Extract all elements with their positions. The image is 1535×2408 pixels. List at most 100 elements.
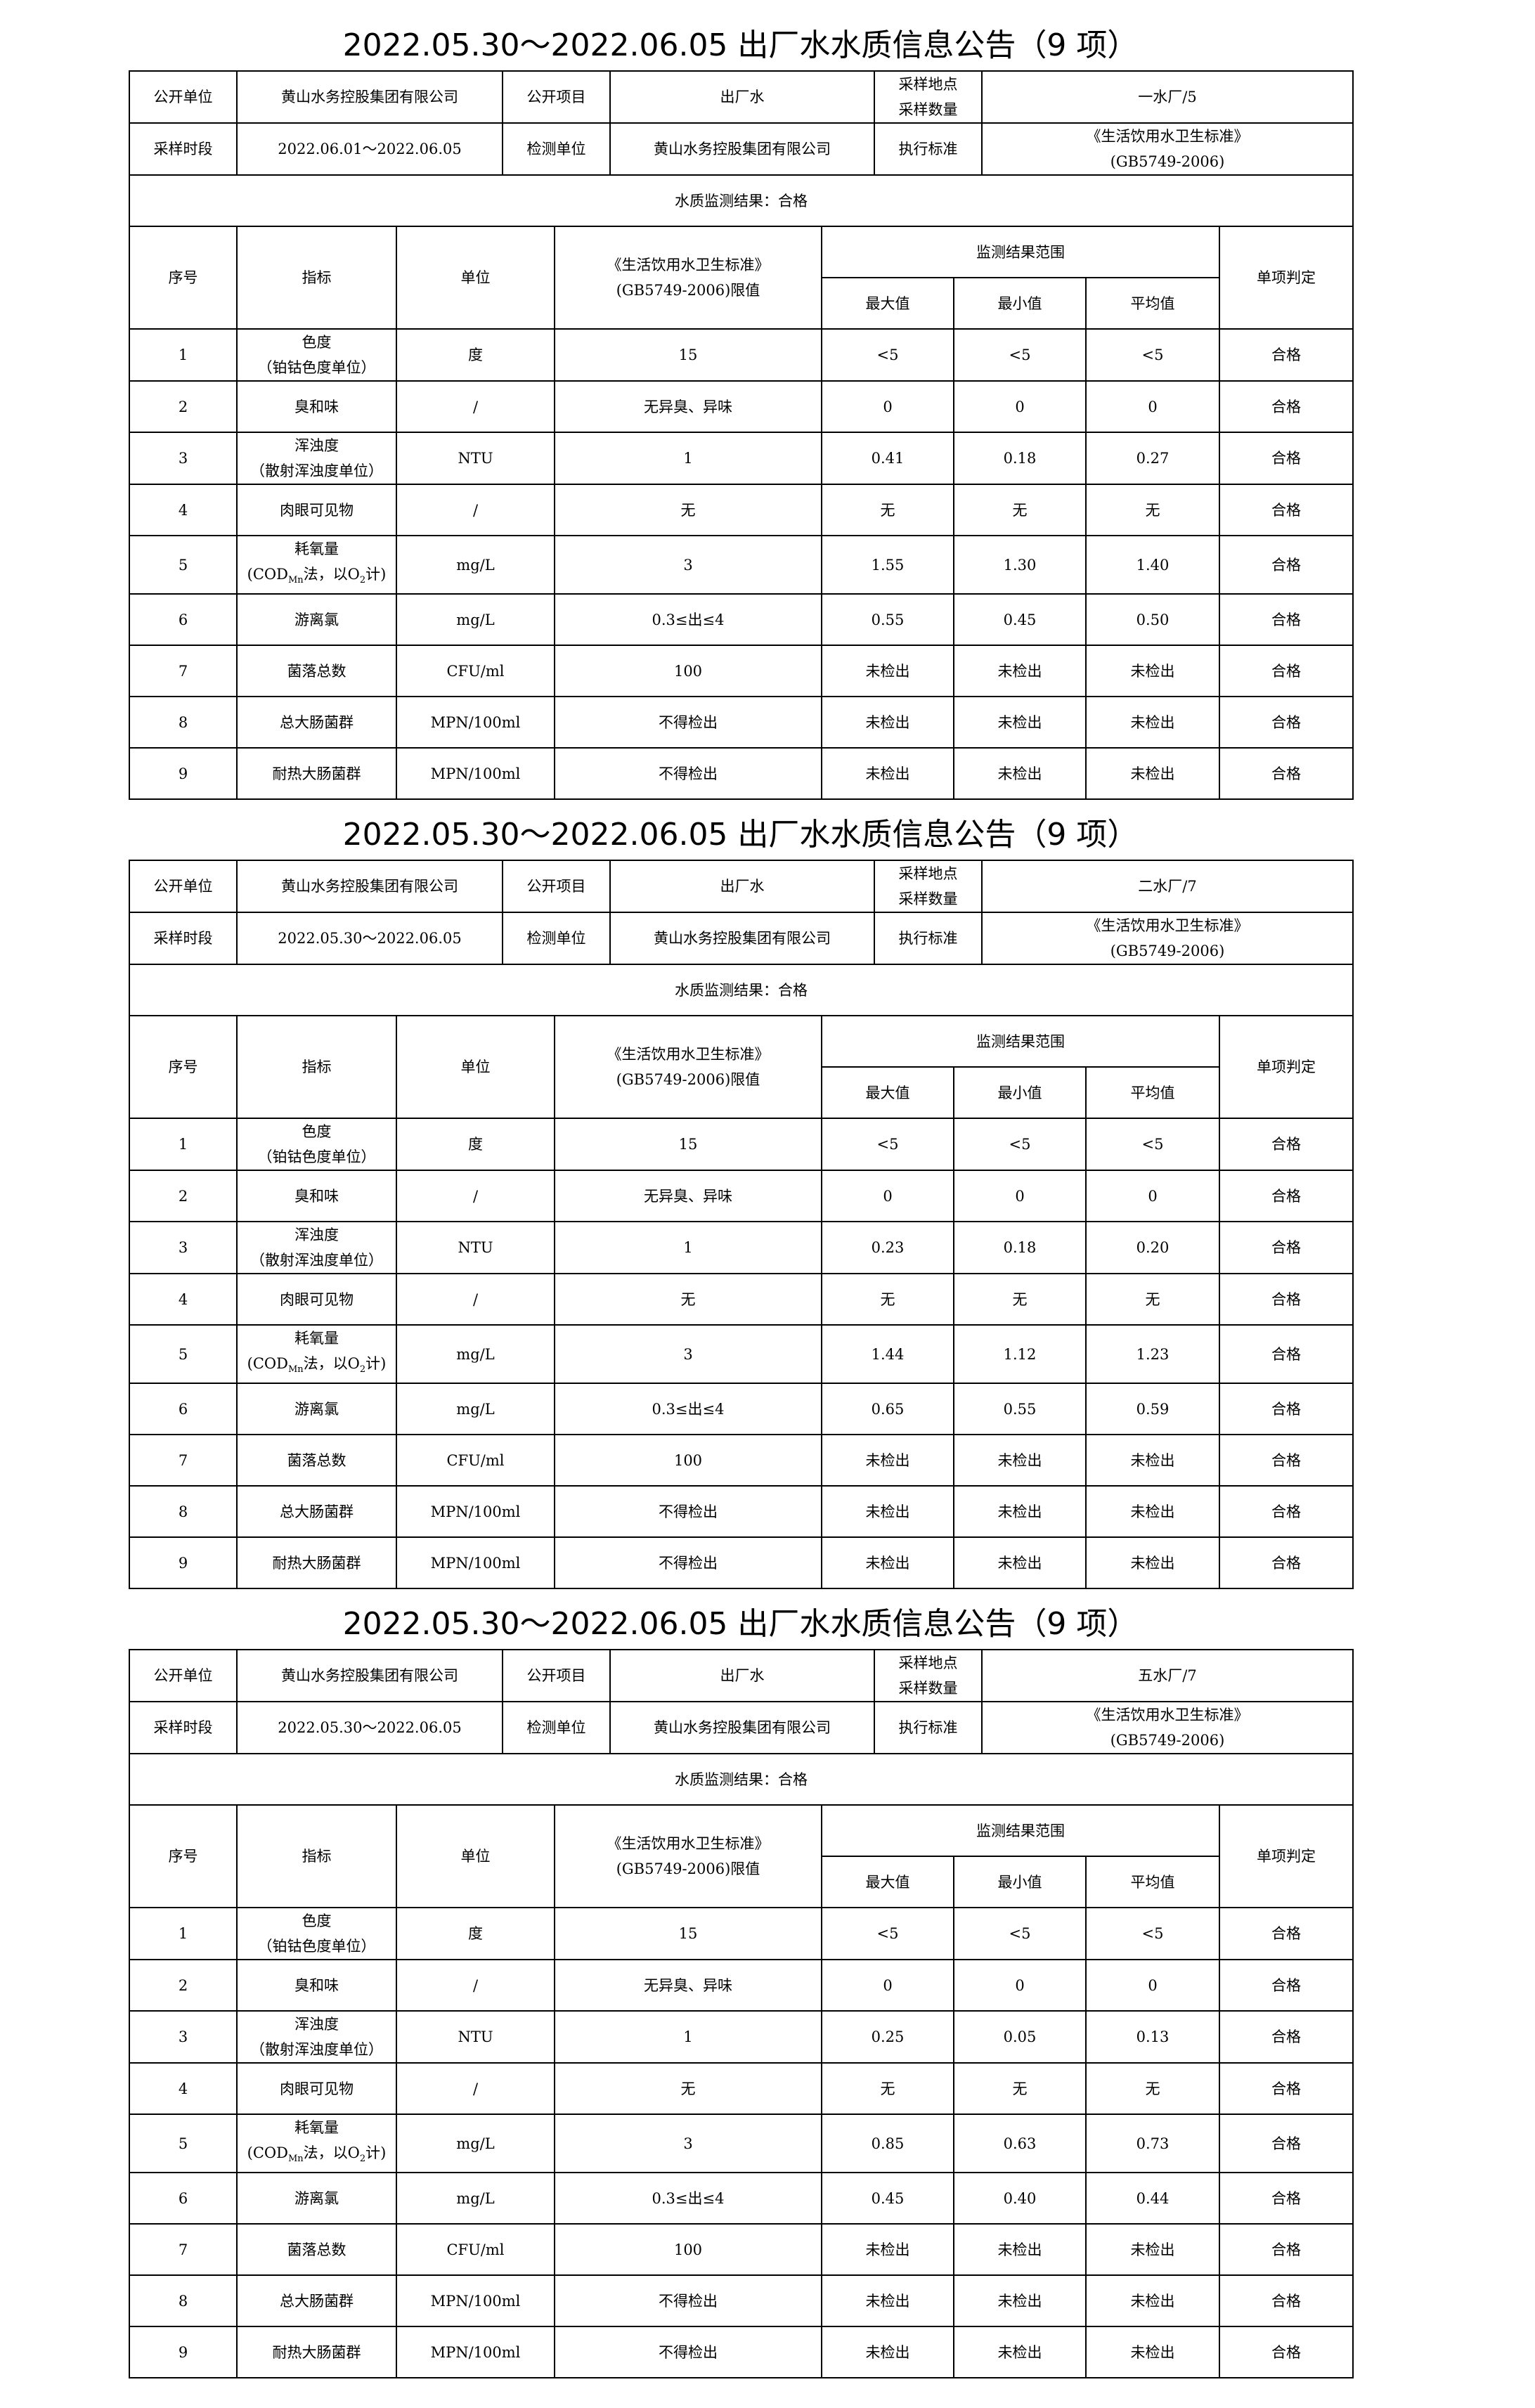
header-judgement: 单项判定 [1219,1804,1354,1908]
text: 总大肠菌群 [280,1503,354,1520]
max-value: 0.41 [821,432,954,485]
text: 耐热大肠菌群 [272,765,361,782]
water-quality-notice: 2022.05.30～2022.06.05 出厂水水质信息公告（9 项） 公开单… [129,21,1354,801]
text: 3 [178,450,188,467]
table-row: 7 菌落总数 CFU/ml 100 未检出 未检出 未检出 合格 [129,645,1354,698]
text: <5 [876,1136,899,1153]
info-table: 公开单位 黄山水务控股集团有限公司 公开项目 出厂水 采样地点 采样数量 二水厂/… [129,860,1354,1016]
text: 1 [178,1925,188,1942]
period-label: 采样时段 [129,1701,238,1754]
indicator-unit: mg/L [396,2172,555,2225]
text: 色度 [302,1123,332,1140]
table-row: 1 色度 （铂钴色度单位） 度 15 <5 <5 <5 合格 [129,1118,1354,1171]
text: 总大肠菌群 [280,2292,354,2310]
indicator-unit: MPN/100ml [396,696,555,749]
text: 6 [178,2189,188,2207]
max-value: 0 [821,1170,954,1222]
indicator-unit: MPN/100ml [396,2326,555,2379]
text: 合格 [1271,1925,1302,1942]
text: 6 [178,1400,188,1418]
header-unit: 单位 [396,1804,555,1908]
indicator-unit: MPN/100ml [396,747,555,801]
indicator-name: 菌落总数 [236,645,397,698]
avg-value: 无 [1084,484,1221,536]
text: 《生活饮用水卫生标准》 [607,1835,770,1852]
judgement: 合格 [1219,2113,1354,2174]
text: 3 [683,2135,693,2152]
text: 合格 [1271,347,1302,363]
text: 公开单位 [153,1667,213,1684]
avg-value: 无 [1084,2062,1221,2115]
subscript: 2 [359,2154,366,2165]
standard-label: 执行标准 [874,122,983,176]
text: 耗氧量 [294,2119,339,2136]
lab-label: 检测单位 [502,912,611,965]
text: 未检出 [997,662,1042,680]
result-row: 水质监测结果：合格 [129,1753,1354,1806]
text: 色度 [302,334,332,351]
notice-title: 2022.05.30～2022.06.05 出厂水水质信息公告（9 项） [342,1606,1139,1642]
text: 指标 [302,1848,332,1865]
standard-limit: 不得检出 [554,2274,822,2328]
table-row: 7 菌落总数 CFU/ml 100 未检出 未检出 未检出 合格 [129,2223,1354,2277]
text: 1.30 [1003,556,1037,574]
indicator-unit: NTU [396,1221,555,1274]
table-row: 6 游离氯 mg/L 0.3≤出≤4 0.55 0.45 0.50 合格 [129,593,1354,647]
judgement: 合格 [1219,1221,1354,1274]
text: 未检出 [1130,2292,1175,2310]
avg-value: 未检出 [1084,2274,1221,2328]
text: 最大值 [865,1084,910,1101]
text: <5 [1009,347,1031,363]
text: 0 [1015,398,1025,415]
max-value: 未检出 [821,696,954,749]
text: 15 [678,1136,698,1153]
header-min: 最小值 [953,1856,1087,1908]
text: (GB5749-2006)限值 [616,1071,760,1088]
row-number: 6 [129,1383,238,1436]
text: 15 [678,1925,698,1942]
judgement: 合格 [1219,2010,1354,2064]
text: 水质监测结果：合格 [675,981,808,999]
text: 无异臭、异味 [644,1976,732,1994]
table-row: 4 肉眼可见物 / 无 无 无 无 合格 [129,1273,1354,1326]
text: 指标 [302,269,332,286]
row-number: 7 [129,1434,238,1487]
max-value: 未检出 [821,2223,954,2277]
standard-limit: 1 [554,432,822,485]
judgement: 合格 [1219,593,1354,647]
subscript: Mn [287,575,304,586]
text: 0.27 [1136,450,1170,467]
max-value: 未检出 [821,2326,954,2379]
item-value: 出厂水 [609,1649,875,1702]
standard-limit: 不得检出 [554,747,822,801]
min-value: <5 [953,1118,1087,1171]
text: 15 [678,347,698,363]
min-value: 0.55 [953,1383,1087,1436]
max-value: 无 [821,2062,954,2115]
text: 4 [178,1290,188,1308]
text: 9 [178,765,188,782]
avg-value: <5 [1084,1118,1221,1171]
info-row: 采样时段 2022.05.30～2022.06.05 检测单位 黄山水务控股集团… [129,1701,1354,1754]
text: 未检出 [997,1554,1042,1572]
max-value: 未检出 [821,2274,954,2328]
row-number: 3 [129,432,238,485]
table-row: 6 游离氯 mg/L 0.3≤出≤4 0.45 0.40 0.44 合格 [129,2172,1354,2225]
table-row: 2 臭和味 / 无异臭、异味 0 0 0 合格 [129,1170,1354,1222]
text: 2 [178,1976,188,1994]
row-number: 8 [129,696,238,749]
header-range: 监测结果范围 [820,1804,1221,1857]
text: （铂钴色度单位） [257,1938,376,1955]
text: 未检出 [997,2343,1042,2361]
table-row: 3 浑浊度 （散射浑浊度单位） NTU 1 0.41 0.18 0.27 合格 [129,432,1354,485]
lab-value: 黄山水务控股集团有限公司 [609,122,875,176]
min-value: 0.18 [953,432,1087,485]
text: 未检出 [865,713,910,731]
row-number: 5 [129,534,238,595]
header-range: 监测结果范围 [820,1015,1221,1068]
text: 黄山水务控股集团有限公司 [281,878,458,895]
indicator-unit: / [396,484,555,536]
text: 合格 [1271,1187,1302,1205]
table-row: 1 色度 （铂钴色度单位） 度 15 <5 <5 <5 合格 [129,1907,1354,1960]
results-table: 序号 指标 单位 《生活饮用水卫生标准》 (GB5749-2006)限值 监测结果… [129,1804,1354,2379]
